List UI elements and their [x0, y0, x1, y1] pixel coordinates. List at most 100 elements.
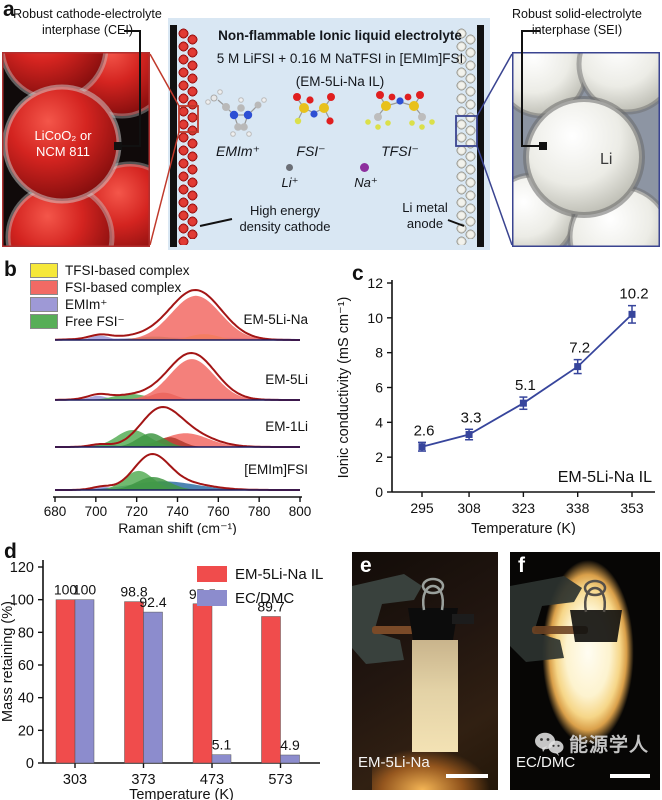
electrolyte-box: [168, 18, 490, 250]
bar-value-label: 100: [73, 582, 97, 598]
panel-e-label: e: [360, 554, 372, 577]
anode-zoom-rays: [476, 53, 513, 246]
spectrum-label: [EMIm]FSI: [244, 462, 308, 477]
x-axis-title: Temperature (K): [471, 521, 576, 535]
raman-envelope: [55, 288, 300, 341]
legend-item: TFSI-based complex: [30, 262, 190, 279]
cathode-label: High energy density cathode: [239, 203, 331, 234]
binder-clip-loop: [583, 579, 607, 597]
data-marker: [574, 363, 582, 371]
sei-bracket-line: [521, 30, 540, 147]
raman-fill-component: [55, 470, 300, 490]
x-tick-label: 800: [289, 504, 312, 519]
data-marker: [418, 443, 426, 451]
panel-f-label: f: [518, 554, 525, 577]
y-tick-label: 10: [367, 310, 383, 326]
point-label: 5.1: [515, 377, 536, 394]
data-marker: [628, 310, 636, 318]
bar-value-label: 92.4: [139, 594, 166, 610]
y-tick-label: 8: [375, 345, 383, 361]
y-tick-label: 4: [375, 414, 383, 430]
y-tick-label: 20: [18, 723, 34, 739]
bar: [211, 754, 232, 764]
emim-molecule: [205, 89, 267, 137]
bar-value-label: 89.7: [257, 598, 284, 614]
anode-spheres: [512, 52, 660, 247]
x-tick-label: 338: [566, 500, 590, 516]
anode-beads-2: [464, 33, 477, 239]
bar: [143, 611, 163, 764]
bar-legend: EM-5Li-Na IL EC/DMC: [197, 562, 323, 610]
y-tick-label: 40: [18, 691, 34, 707]
cathode-zoom-box: [178, 105, 199, 133]
electrolyte-composition: 5 M LiFSI + 0.16 M NaTFSI in [EMIm]FSI: [216, 51, 464, 66]
mass-retaining-chart: 02040608010012030310010037398.892.447397…: [0, 560, 320, 800]
point-label: 2.6: [414, 422, 435, 439]
legend-swatch-il: [197, 566, 227, 582]
clamp-body: [510, 576, 582, 662]
clamp-body: [352, 574, 422, 664]
panel-a-label: a: [3, 0, 15, 21]
cei-pointer-square: [114, 142, 122, 150]
spectrum-label: EM-5Li: [265, 372, 308, 387]
x-tick-label: 573: [268, 772, 292, 788]
cei-callout: Robust cathode-electrolyte interphase (C…: [13, 7, 162, 37]
x-axis-title: Raman shift (cm⁻¹): [118, 520, 237, 535]
y-tick-label: 100: [10, 593, 34, 609]
binder-clip-body: [408, 608, 458, 640]
cathode-leader-line: [199, 218, 233, 227]
x-tick-label: 353: [620, 500, 644, 516]
x-tick-label: 373: [131, 772, 155, 788]
cei-bracket-line: [121, 30, 141, 147]
fsi-label: FSI⁻: [296, 143, 326, 159]
y-tick-label: 12: [367, 275, 383, 291]
series-annotation: EM-5Li-Na IL: [558, 469, 652, 486]
wechat-icon: [535, 732, 564, 756]
watermark-text: 能源学人: [569, 735, 650, 756]
y-tick-label: 6: [375, 380, 383, 396]
bar: [74, 599, 95, 764]
y-tick-label: 0: [375, 484, 383, 500]
raman-fill-component: [55, 335, 300, 340]
x-tick-label: 323: [512, 500, 536, 516]
legend-item: EM-5Li-Na IL: [197, 562, 323, 586]
legend-swatch-tfsi: [30, 263, 58, 278]
li-ion-label: Li⁺: [281, 175, 299, 190]
anode-particle-label: Li: [600, 151, 612, 168]
y-tick-label: 120: [10, 560, 34, 576]
panel-d-label: d: [4, 540, 17, 563]
electrolyte-shorthand: (EM-5Li-Na IL): [295, 74, 385, 89]
binder-clip-wire: [421, 584, 445, 611]
li-ion-dot: [286, 164, 293, 171]
panel-b-label: b: [4, 258, 17, 281]
panel-a-connectors: [114, 30, 547, 246]
cathode-particle-label: LiCoO₂ or NCM 811: [34, 128, 92, 159]
x-tick-label: 473: [200, 772, 224, 788]
panel-f-photo: f 能源学人 EC/DMC: [510, 552, 660, 790]
legend-item: EMIm⁺: [30, 296, 190, 313]
x-tick-label: 760: [207, 504, 230, 519]
point-label: 10.2: [619, 286, 648, 303]
y-tick-label: 80: [18, 625, 34, 641]
scale-bar: [446, 774, 488, 778]
bar: [261, 616, 281, 764]
y-tick-label: 0: [26, 756, 34, 772]
data-marker: [465, 431, 473, 439]
bar: [55, 599, 76, 764]
clamp-and-clip: [510, 576, 622, 662]
glass-fiber-strip: [412, 640, 458, 752]
raman-fill-component: [55, 437, 300, 447]
anode-leader-line: [447, 219, 465, 227]
bar: [124, 601, 144, 764]
y-tick-label: 2: [375, 449, 383, 465]
x-tick-label: 740: [166, 504, 189, 519]
anode-inset-image: Li: [512, 52, 660, 247]
electrolyte-title: Non-flammable Ionic liquid electrolyte: [218, 28, 462, 43]
cathode-beads-2: [186, 33, 199, 239]
anode-current-collector: [477, 25, 484, 247]
cathode-zoom-rays: [149, 53, 180, 246]
raman-fill-component: [55, 359, 300, 400]
emim-label: EMIm⁺: [216, 143, 260, 159]
molecule-models: [205, 89, 435, 137]
na-ion-label: Na⁺: [354, 175, 378, 190]
